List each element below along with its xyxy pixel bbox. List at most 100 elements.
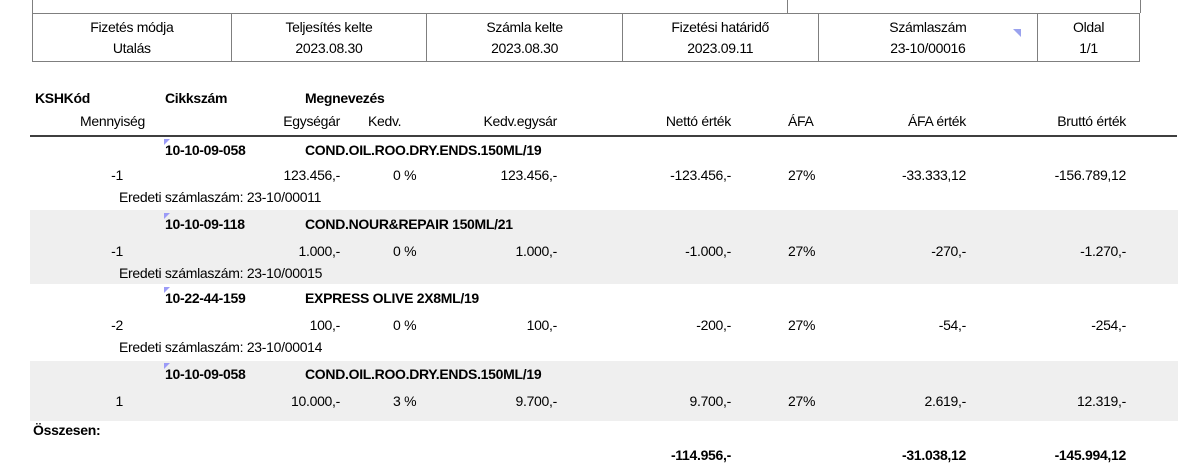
totals-values-line: -114.956,- -31.038,12 -145.994,12 <box>0 446 1178 464</box>
item-afa-ertek: -270,- <box>931 243 966 259</box>
item-brutto: -1.270,- <box>1080 243 1126 259</box>
item-egysegar: 100,- <box>309 317 341 333</box>
item-brutto: -254,- <box>1091 317 1126 333</box>
item-megnevezes: COND.OIL.ROO.DRY.ENDS.150ML/19 <box>305 142 542 158</box>
item-kedv: 0 % <box>393 243 417 259</box>
meta-cell-szamla-kelte: Számla kelte 2023.08.30 <box>426 14 622 61</box>
meta-value: 1/1 <box>1079 40 1098 56</box>
item-eredeti-szamlaszam: Eredeti számlaszám: 23-10/00015 <box>119 265 323 281</box>
smart-tag-icon <box>164 213 170 219</box>
smart-tag-icon <box>164 363 170 369</box>
meta-cell-szamlaszam: Számlaszám 23-10/00016 <box>817 14 1038 61</box>
item-row-title: 10-10-09-058 COND.OIL.ROO.DRY.ENDS.150ML… <box>0 365 1178 383</box>
meta-cell-fizetesi-hatarido: Fizetési határidő 2023.09.11 <box>621 14 818 61</box>
item-egysegar: 10.000,- <box>291 393 340 409</box>
item-afa-ertek: 2.619,- <box>924 393 967 409</box>
item-row-title: 10-10-09-118 COND.NOUR&REPAIR 150ML/21 <box>0 215 1178 233</box>
meta-cell-fizetes-modja: Fizetés módja Utalás <box>33 14 231 61</box>
item-row-title: 10-22-44-159 EXPRESS OLIVE 2X8ML/19 <box>0 289 1178 307</box>
item-row-reference: Eredeti számlaszám: 23-10/00015 <box>0 264 1178 282</box>
col-header-kedv: Kedv. <box>368 113 402 129</box>
item-cikkszam: 10-10-09-118 <box>165 216 245 232</box>
col-header-mennyiseg: Mennyiség <box>79 113 145 129</box>
totals-netto: -114.956,- <box>670 447 731 463</box>
item-egysegar: 123.456,- <box>283 167 341 183</box>
item-netto: -200,- <box>696 317 731 333</box>
items-header-line-1: KSHKód Cikkszám Megnevezés <box>0 89 1178 107</box>
item-afa: 27% <box>788 317 816 333</box>
item-megnevezes: COND.NOUR&REPAIR 150ML/21 <box>305 216 513 232</box>
item-mennyiseg: -1 <box>111 167 123 183</box>
col-header-afa-ertek: ÁFA érték <box>908 113 966 129</box>
item-egysegar: 1.000,- <box>298 243 341 259</box>
meta-value: 2023.08.30 <box>491 40 559 56</box>
item-row-values: -1 1.000,- 0 % 1.000,- -1.000,- 27% -270… <box>0 242 1178 260</box>
prev-table-divider <box>787 0 788 13</box>
meta-value: 2023.08.30 <box>295 40 363 56</box>
item-cikkszam: 10-10-09-058 <box>165 366 246 382</box>
item-cikkszam: 10-10-09-058 <box>165 142 246 158</box>
item-afa-ertek: -33.333,12 <box>902 167 966 183</box>
item-row-reference: Eredeti számlaszám: 23-10/00011 <box>0 188 1178 206</box>
item-eredeti-szamlaszam: Eredeti számlaszám: 23-10/00014 <box>119 339 323 355</box>
row-shade-band <box>30 210 1178 284</box>
totals-label-line: Összesen: <box>0 421 1178 439</box>
header-rule <box>30 135 1177 137</box>
item-afa: 27% <box>788 167 816 183</box>
meta-label: Számla kelte <box>486 19 563 35</box>
item-mennyiseg: 1 <box>115 393 124 409</box>
totals-afa-ertek: -31.038,12 <box>902 447 966 463</box>
item-netto: -123.456,- <box>670 167 731 183</box>
item-kedv-egysar: 123.456,- <box>500 167 558 183</box>
item-row-values: 1 10.000,- 3 % 9.700,- 9.700,- 27% 2.619… <box>0 392 1178 410</box>
item-kedv: 0 % <box>393 167 417 183</box>
item-row-reference: Eredeti számlaszám: 23-10/00014 <box>0 338 1178 356</box>
col-header-afa: ÁFA <box>788 113 814 129</box>
item-brutto: -156.789,12 <box>1054 167 1127 183</box>
item-netto: -1.000,- <box>685 243 731 259</box>
meta-cell-teljesites-kelte: Teljesítés kelte 2023.08.30 <box>230 14 427 61</box>
item-kedv: 3 % <box>393 393 417 409</box>
item-mennyiseg: -1 <box>111 243 123 259</box>
item-afa-ertek: -54,- <box>938 317 967 333</box>
meta-value: Utalás <box>112 40 151 56</box>
item-mennyiseg: -2 <box>111 317 123 333</box>
item-netto: 9.700,- <box>689 393 732 409</box>
prev-table-left-border <box>32 0 33 13</box>
meta-value: 2023.09.11 <box>687 40 754 56</box>
smart-tag-icon <box>164 287 170 293</box>
col-header-netto-ertek: Nettó érték <box>665 113 731 129</box>
col-header-egysegar: Egységár <box>283 113 340 129</box>
item-megnevezes: EXPRESS OLIVE 2X8ML/19 <box>305 290 479 306</box>
item-kedv-egysar: 1.000,- <box>515 243 558 259</box>
col-header-megnevezes: Megnevezés <box>305 90 385 106</box>
item-afa: 27% <box>788 243 816 259</box>
meta-value: 23-10/00016 <box>890 40 966 56</box>
col-header-cikkszam: Cikkszám <box>165 90 228 106</box>
item-kedv: 0 % <box>393 317 417 333</box>
item-row-title: 10-10-09-058 COND.OIL.ROO.DRY.ENDS.150ML… <box>0 141 1178 159</box>
meta-label: Fizetés módja <box>90 19 174 35</box>
item-kedv-egysar: 9.700,- <box>515 393 558 409</box>
item-row-values: -2 100,- 0 % 100,- -200,- 27% -54,- -254… <box>0 316 1178 334</box>
item-kedv-egysar: 100,- <box>526 317 558 333</box>
totals-label: Összesen: <box>33 422 101 438</box>
meta-label: Fizetési határidő <box>671 19 770 35</box>
meta-label: Teljesítés kelte <box>285 19 373 35</box>
col-header-kshkod: KSHKód <box>35 90 90 106</box>
item-eredeti-szamlaszam: Eredeti számlaszám: 23-10/00011 <box>119 189 322 205</box>
item-afa: 27% <box>788 393 816 409</box>
row-shade-band <box>30 361 1178 421</box>
item-megnevezes: COND.OIL.ROO.DRY.ENDS.150ML/19 <box>305 366 542 382</box>
item-brutto: 12.319,- <box>1077 393 1126 409</box>
item-cikkszam: 10-22-44-159 <box>165 290 246 306</box>
prev-table-right-border <box>1140 0 1141 13</box>
col-header-kedv-egysar: Kedv.egysár <box>483 113 558 129</box>
meta-cell-oldal: Oldal 1/1 <box>1037 14 1139 61</box>
invoice-meta-table: Fizetés módja Utalás Teljesítés kelte 20… <box>32 13 1140 62</box>
meta-label: Számlaszám <box>889 19 967 35</box>
meta-label: Oldal <box>1072 19 1105 35</box>
totals-brutto: -145.994,12 <box>1054 447 1127 463</box>
item-row-values: -1 123.456,- 0 % 123.456,- -123.456,- 27… <box>0 166 1178 184</box>
